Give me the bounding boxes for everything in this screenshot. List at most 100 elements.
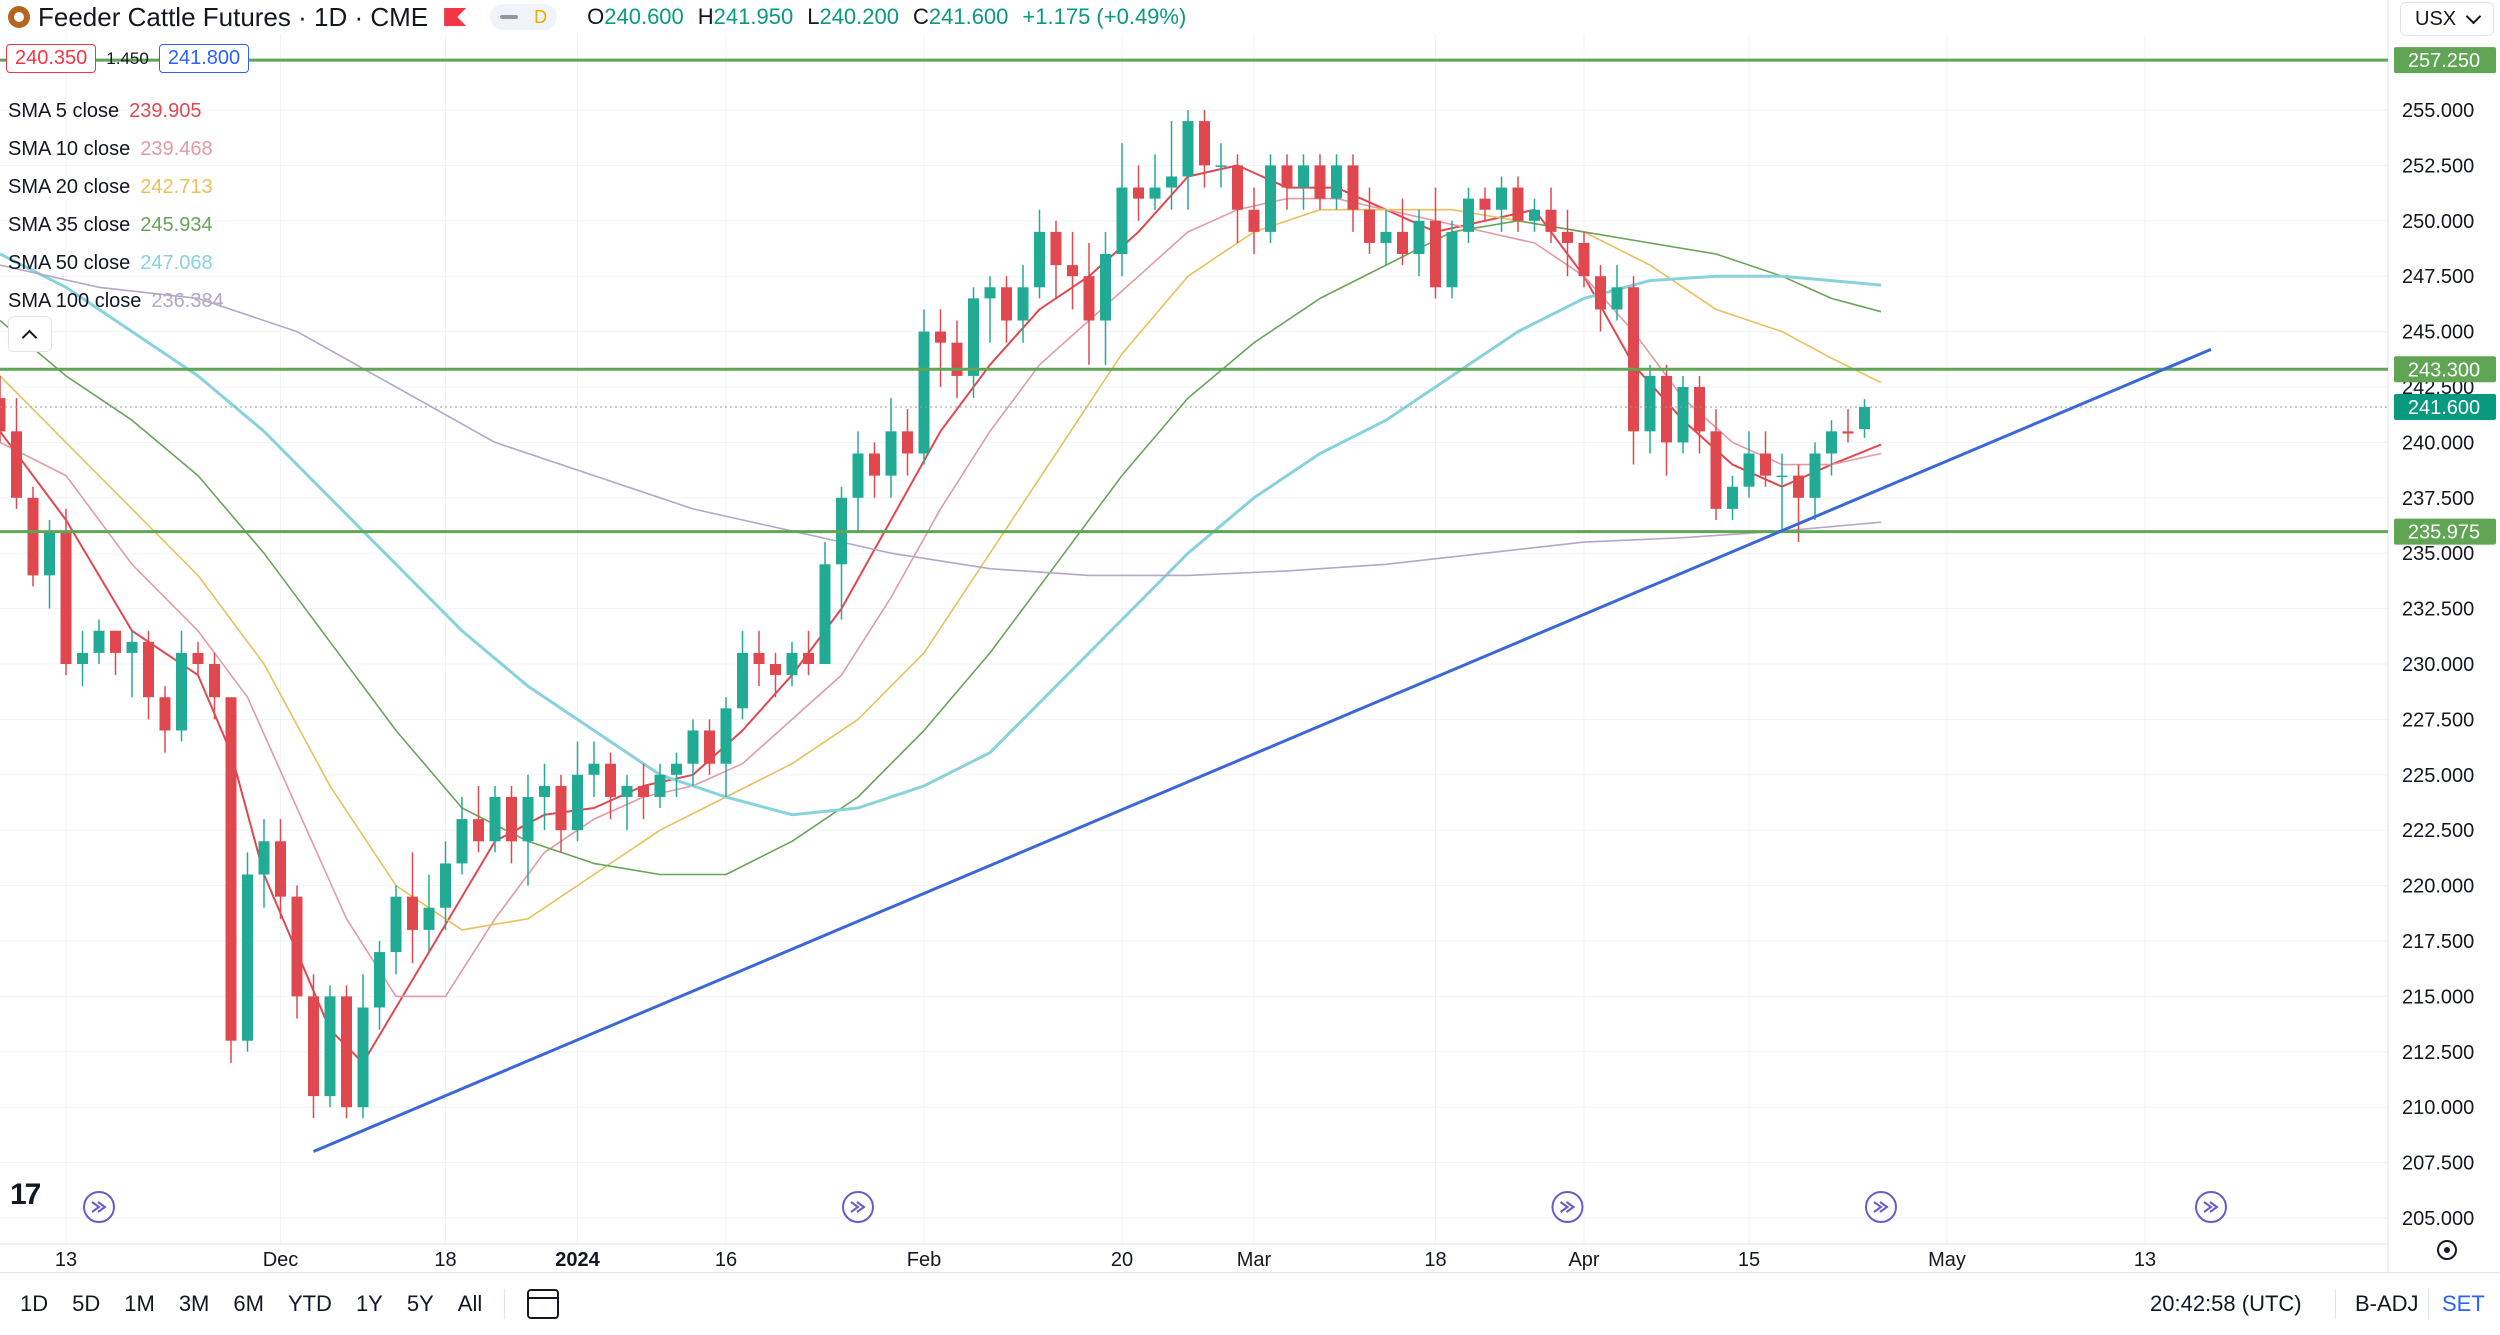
candle-body[interactable] (176, 653, 187, 731)
candle-body[interactable] (1282, 165, 1293, 187)
candle-body[interactable] (820, 564, 831, 664)
candle-body[interactable] (1463, 199, 1474, 232)
candle-body[interactable] (275, 841, 286, 896)
candle-body[interactable] (127, 642, 138, 653)
candle-body[interactable] (1183, 121, 1194, 176)
candle-body[interactable] (1232, 165, 1243, 209)
candle-body[interactable] (292, 897, 303, 997)
range-all[interactable]: All (446, 1291, 494, 1317)
candle-body[interactable] (1199, 121, 1210, 165)
candle-body[interactable] (1397, 232, 1408, 254)
candle-body[interactable] (638, 786, 649, 797)
candle-body[interactable] (1447, 232, 1458, 287)
legend-item[interactable]: SMA 10 close 239.468 (8, 130, 224, 168)
range-5d[interactable]: 5D (60, 1291, 112, 1317)
range-5y[interactable]: 5Y (395, 1291, 446, 1317)
candle-body[interactable] (622, 786, 633, 797)
candle-body[interactable] (935, 332, 946, 343)
candle-body[interactable] (523, 797, 534, 841)
candle-body[interactable] (1612, 287, 1623, 309)
candle-body[interactable] (1034, 232, 1045, 287)
candle-body[interactable] (1546, 210, 1557, 232)
candle-body[interactable] (110, 631, 121, 653)
candle-body[interactable] (737, 653, 748, 708)
candle-body[interactable] (1051, 232, 1062, 265)
legend-collapse-button[interactable] (8, 316, 52, 352)
candle-body[interactable] (902, 431, 913, 453)
settlement-toggle[interactable]: SET (2442, 1291, 2485, 1317)
tradingview-logo-icon[interactable]: 17 (10, 1178, 39, 1212)
candle-body[interactable] (1298, 165, 1309, 187)
candle-body[interactable] (671, 764, 682, 775)
candle-body[interactable] (655, 775, 666, 797)
candle-body[interactable] (341, 996, 352, 1107)
event-marker-icon[interactable] (84, 1192, 114, 1222)
candle-body[interactable] (853, 453, 864, 497)
candle-body[interactable] (1150, 188, 1161, 199)
legend-item[interactable]: SMA 20 close 242.713 (8, 168, 224, 206)
candle-body[interactable] (374, 952, 385, 1007)
candle-body[interactable] (605, 764, 616, 797)
candle-body[interactable] (1084, 276, 1095, 320)
candle-body[interactable] (589, 764, 600, 775)
clock-time[interactable]: 20:42:58 (UTC) (2150, 1291, 2302, 1317)
candle-body[interactable] (1529, 210, 1540, 221)
legend-item[interactable]: SMA 100 close 236.384 (8, 282, 224, 320)
candle-body[interactable] (803, 653, 814, 664)
candle-body[interactable] (94, 631, 105, 653)
trend-line[interactable] (314, 349, 2212, 1151)
candle-body[interactable] (28, 498, 39, 576)
candle-body[interactable] (457, 819, 468, 863)
candle-body[interactable] (1117, 188, 1128, 254)
candle-body[interactable] (721, 708, 732, 763)
candle-body[interactable] (1777, 476, 1788, 478)
candle-body[interactable] (1744, 453, 1755, 486)
candle-body[interactable] (259, 841, 270, 874)
candle-body[interactable] (1364, 210, 1375, 243)
candle-body[interactable] (1513, 188, 1524, 221)
candle-body[interactable] (1628, 287, 1639, 431)
candle-body[interactable] (1331, 165, 1342, 198)
adjustment-toggle[interactable]: B-ADJ (2355, 1291, 2419, 1317)
candle-body[interactable] (1018, 287, 1029, 320)
candle-body[interactable] (0, 398, 6, 431)
candle-body[interactable] (1216, 165, 1227, 167)
candle-body[interactable] (1595, 276, 1606, 309)
candle-body[interactable] (886, 431, 897, 475)
event-marker-icon[interactable] (2196, 1192, 2226, 1222)
candle-body[interactable] (968, 298, 979, 376)
legend-item[interactable]: SMA 50 close 247.068 (8, 244, 224, 282)
candle-body[interactable] (869, 453, 880, 475)
candle-body[interactable] (325, 996, 336, 1096)
candle-body[interactable] (1348, 165, 1359, 209)
candle-body[interactable] (556, 786, 567, 830)
symbol-title[interactable]: Feeder Cattle Futures · 1D · CME (38, 2, 428, 33)
candle-body[interactable] (1678, 387, 1689, 442)
candle-body[interactable] (1133, 188, 1144, 199)
candle-body[interactable] (1001, 287, 1012, 320)
flag-icon[interactable] (444, 8, 466, 26)
candle-body[interactable] (919, 332, 930, 454)
candle-body[interactable] (1843, 431, 1854, 433)
candle-body[interactable] (61, 531, 72, 664)
candle-body[interactable] (407, 897, 418, 930)
range-1m[interactable]: 1M (112, 1291, 167, 1317)
candle-body[interactable] (358, 1007, 369, 1107)
candle-body[interactable] (193, 653, 204, 664)
candle-body[interactable] (1793, 476, 1804, 498)
candle-body[interactable] (770, 664, 781, 675)
candle-body[interactable] (473, 819, 484, 841)
candle-body[interactable] (440, 863, 451, 907)
candle-body[interactable] (1067, 265, 1078, 276)
candle-body[interactable] (242, 875, 253, 1041)
candle-body[interactable] (1562, 232, 1573, 243)
candle-body[interactable] (1579, 243, 1590, 276)
candle-body[interactable] (1166, 176, 1177, 187)
candle-body[interactable] (1430, 221, 1441, 287)
candle-body[interactable] (226, 697, 237, 1040)
candle-body[interactable] (11, 431, 22, 497)
candle-body[interactable] (1100, 254, 1111, 320)
candle-body[interactable] (952, 343, 963, 376)
candle-body[interactable] (77, 653, 88, 664)
